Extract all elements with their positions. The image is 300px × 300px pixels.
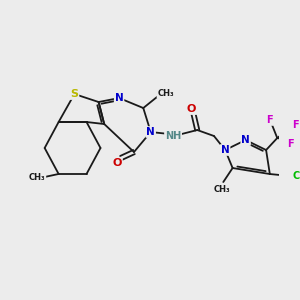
Text: N: N — [146, 127, 155, 137]
Text: N: N — [221, 145, 230, 155]
Text: NH: NH — [165, 131, 181, 141]
Text: CH₃: CH₃ — [157, 88, 174, 98]
Text: S: S — [70, 89, 78, 99]
Text: O: O — [187, 104, 196, 114]
Text: O: O — [112, 158, 122, 168]
Text: CH₃: CH₃ — [213, 184, 230, 194]
Text: N: N — [115, 93, 124, 103]
Text: CH₃: CH₃ — [29, 173, 46, 182]
Text: F: F — [287, 139, 294, 149]
Text: F: F — [292, 120, 298, 130]
Text: N: N — [241, 135, 250, 145]
Text: Cl: Cl — [292, 171, 300, 181]
Text: F: F — [266, 115, 273, 125]
